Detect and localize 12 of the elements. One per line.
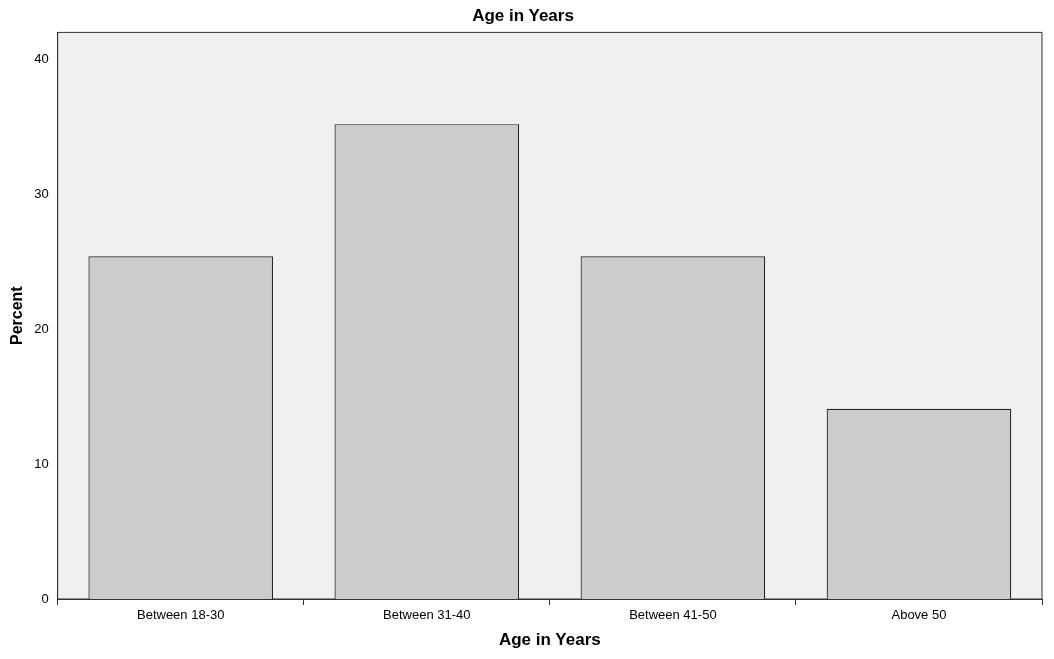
y-tick-label: 30 (34, 185, 49, 201)
y-axis-title: Percent (8, 285, 26, 346)
x-tick-label: Between 31-40 (383, 607, 471, 623)
x-axis-title: Age in Years (498, 630, 601, 650)
y-tick-label: 40 (34, 50, 49, 66)
y-tick-label: 0 (41, 590, 49, 606)
chart-title: Age in Years (472, 5, 574, 25)
x-tick-label: Above 50 (891, 607, 947, 623)
x-tick-label: Between 18-30 (136, 607, 225, 623)
x-tick-label: Between 41-50 (629, 607, 717, 623)
y-tick-label: 20 (34, 320, 49, 336)
y-tick-label: 10 (34, 455, 49, 471)
